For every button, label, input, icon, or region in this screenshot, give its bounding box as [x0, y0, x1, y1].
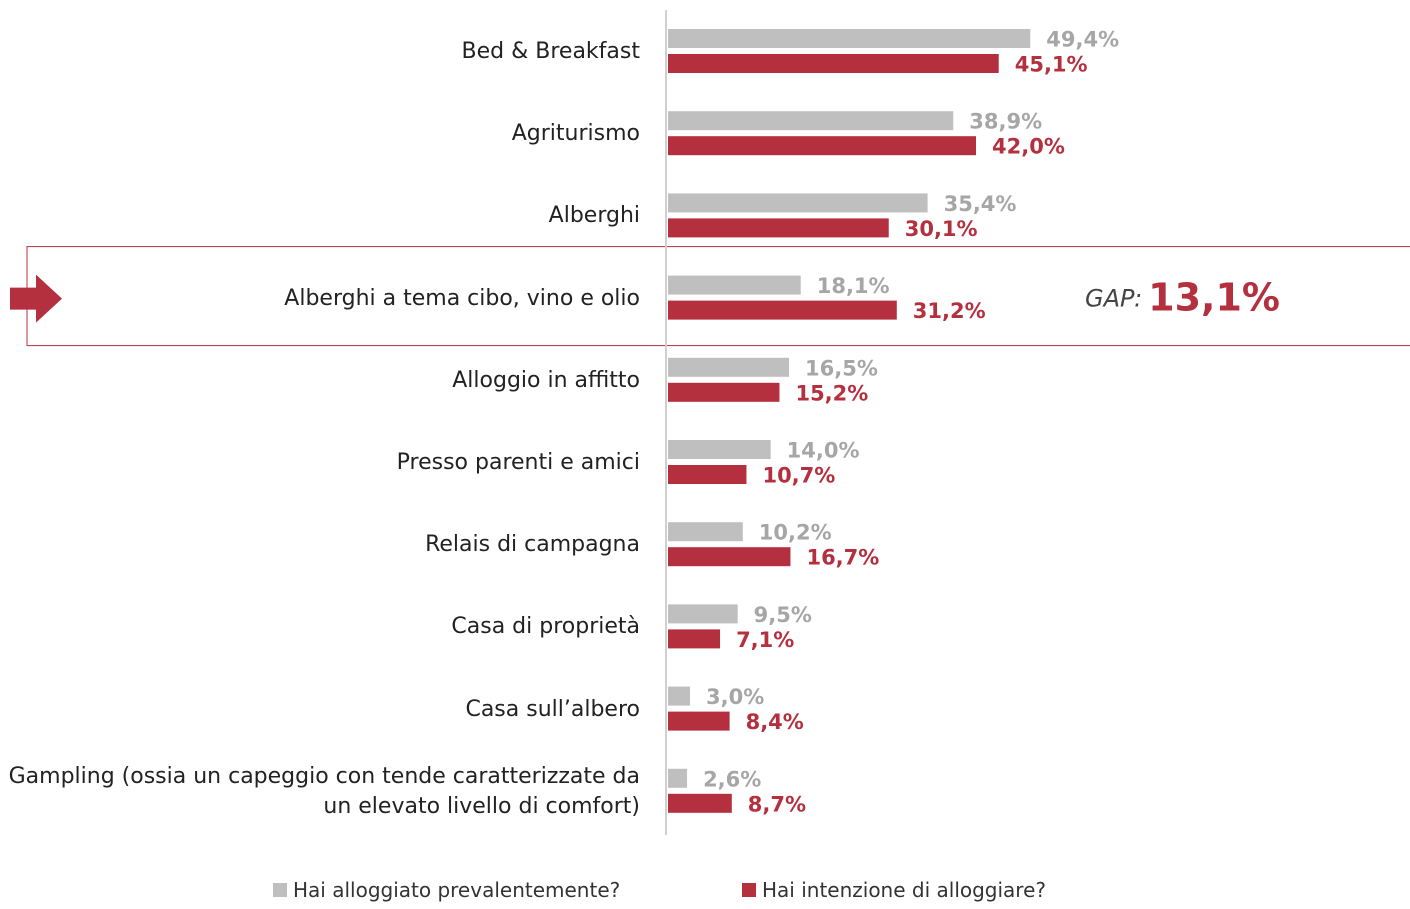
bar	[668, 275, 801, 295]
legend-label: Hai intenzione di alloggiare?	[762, 878, 1047, 902]
legend-item: Hai alloggiato prevalentemente?	[273, 878, 620, 902]
value-label: 3,0%	[706, 685, 764, 709]
bar	[668, 522, 743, 542]
category-label: Alberghi	[548, 203, 640, 229]
annotation-label: GAP:	[1085, 285, 1142, 313]
value-label: 49,4%	[1046, 28, 1119, 52]
bar	[668, 629, 721, 649]
bar	[668, 357, 789, 377]
bar	[668, 136, 976, 156]
value-label: 16,5%	[805, 356, 878, 380]
category-label: Gampling (ossia un capeggio con tende ca…	[8, 763, 640, 819]
bar	[668, 547, 791, 567]
bar	[668, 604, 738, 624]
category-label: Alloggio in affitto	[452, 367, 640, 393]
value-label: 8,7%	[748, 792, 806, 816]
value-label: 30,1%	[905, 217, 978, 241]
bar	[668, 111, 954, 131]
bar	[668, 29, 1031, 48]
legend-swatch	[742, 883, 756, 897]
value-label: 18,1%	[817, 274, 890, 298]
category-label: Relais di campagna	[425, 532, 640, 558]
category-label: Bed & Breakfast	[461, 39, 640, 64]
bar	[668, 793, 732, 813]
category-label: Casa sull’albero	[465, 696, 640, 722]
value-label: 31,2%	[913, 299, 986, 323]
bar	[668, 465, 747, 484]
value-label: 15,2%	[795, 381, 868, 405]
bar	[668, 382, 780, 402]
annotation-value: 13,1%	[1148, 275, 1280, 319]
bar	[668, 193, 928, 213]
bar	[668, 54, 999, 73]
value-label: 7,1%	[736, 628, 794, 652]
category-label: Casa di proprietà	[451, 614, 640, 640]
value-label: 9,5%	[754, 603, 812, 627]
bar	[668, 440, 771, 459]
value-label: 38,9%	[969, 110, 1042, 134]
category-label: Alberghi a tema cibo, vino e olio	[284, 285, 640, 311]
legend-swatch	[273, 883, 287, 897]
bar	[668, 768, 688, 788]
category-label: Presso parenti e amici	[396, 450, 640, 475]
legend-item: Hai intenzione di alloggiare?	[742, 878, 1046, 902]
bar	[668, 218, 889, 238]
value-label: 2,6%	[703, 767, 761, 791]
legend-label: Hai alloggiato prevalentemente?	[293, 878, 621, 902]
value-label: 10,2%	[759, 521, 832, 545]
value-label: 45,1%	[1015, 53, 1088, 77]
value-label: 16,7%	[806, 546, 879, 570]
annotation: GAP: 13,1%	[1085, 275, 1280, 319]
value-label: 35,4%	[944, 192, 1017, 216]
bar	[668, 300, 897, 320]
bar	[668, 711, 730, 731]
value-label: 14,0%	[787, 439, 860, 463]
arrow	[10, 274, 62, 323]
value-label: 42,0%	[992, 135, 1065, 159]
bar	[668, 686, 690, 706]
category-label: Agriturismo	[511, 121, 640, 147]
value-label: 8,4%	[746, 710, 804, 734]
value-label: 10,7%	[762, 464, 835, 488]
